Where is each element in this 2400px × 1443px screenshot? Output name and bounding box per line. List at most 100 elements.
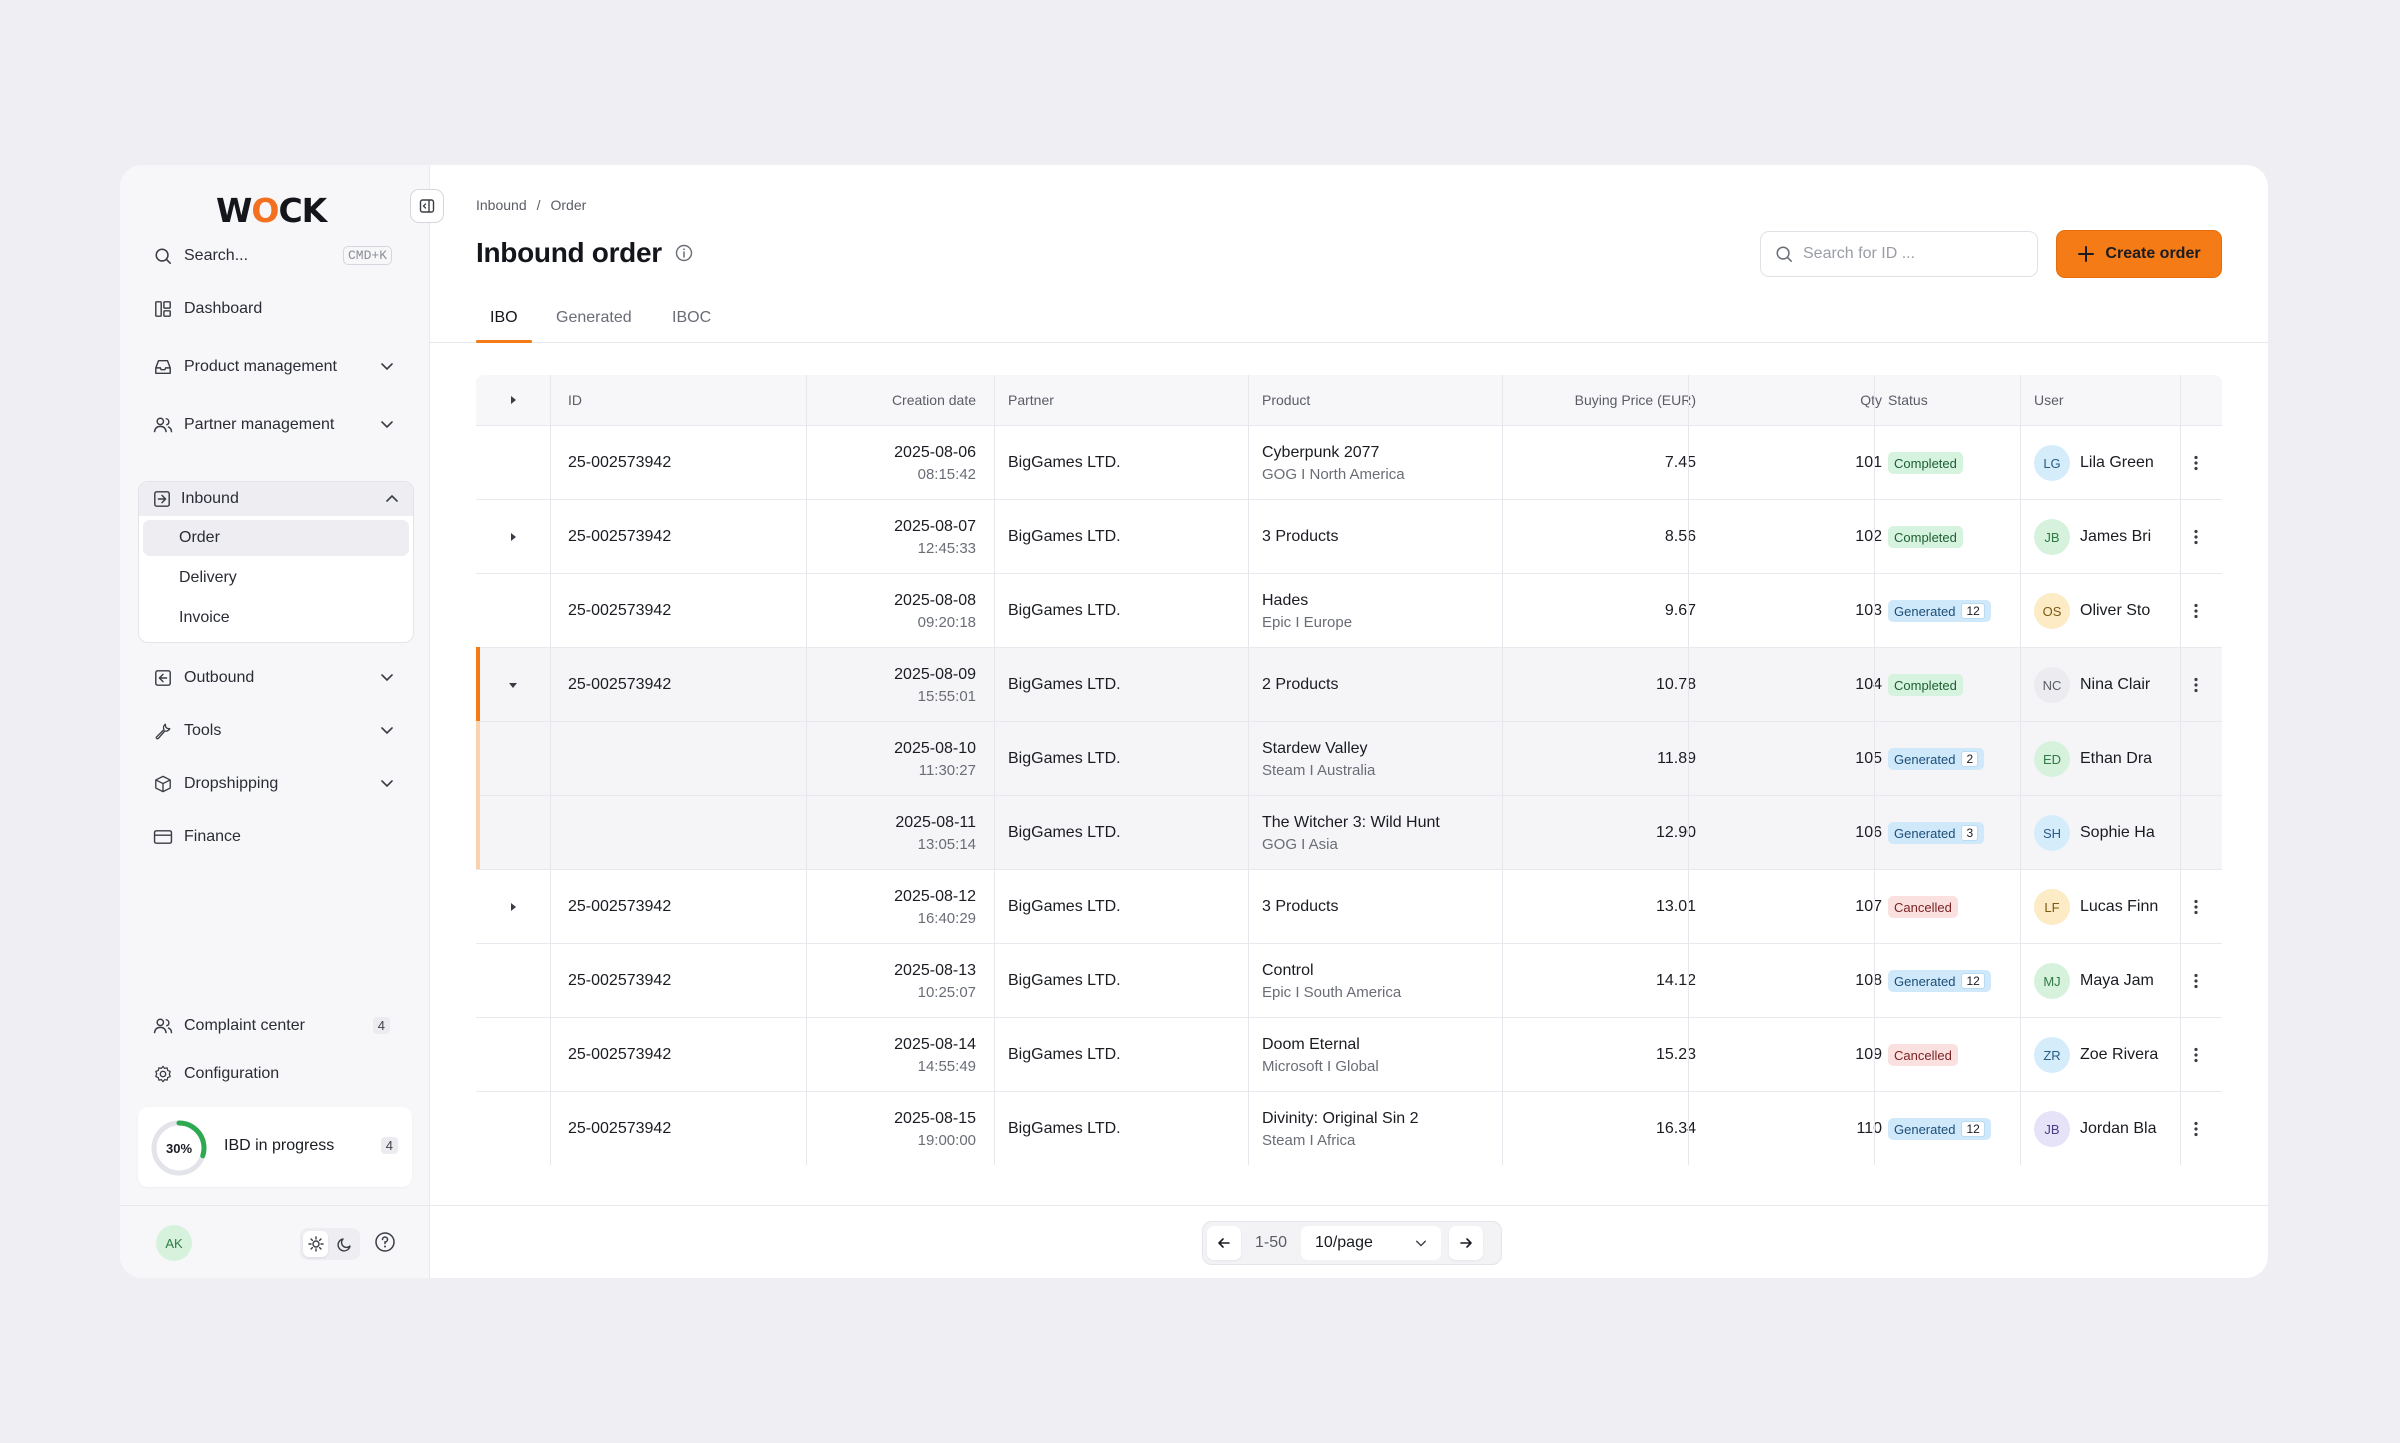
- expand-all-icon[interactable]: [506, 393, 520, 407]
- cell-id[interactable]: 25-002573942: [568, 972, 672, 990]
- table-subrow[interactable]: 2025-08-10 11:30:27 BigGames LTD. Stardew V…: [476, 721, 2222, 795]
- sidebar-item-complaint-center[interactable]: Complaint center 4: [152, 1007, 410, 1045]
- cell-product: Hades Epic I Europe: [1262, 591, 1353, 632]
- cell-buying-price: 9.67: [1664, 602, 1696, 620]
- cell-id[interactable]: 25-002573942: [568, 602, 672, 620]
- sidebar-subitem-order[interactable]: Order: [143, 520, 409, 556]
- cell-id[interactable]: 25-002573942: [568, 1046, 672, 1064]
- sidebar-item-dropshipping[interactable]: Dropshipping: [152, 765, 410, 803]
- cell-id[interactable]: 25-002573942: [568, 676, 672, 694]
- search-input[interactable]: Search for ID ...: [1760, 231, 2038, 277]
- more-actions-icon[interactable]: [2186, 453, 2206, 473]
- next-page-button[interactable]: [1449, 1226, 1484, 1260]
- sidebar-item-finance[interactable]: Finance: [152, 818, 410, 856]
- column-divider: [1248, 375, 1249, 1165]
- column-header-qty[interactable]: Qty: [1860, 392, 1882, 408]
- user-name: Jordan Bla: [2080, 1120, 2157, 1137]
- shortcut-hint: CMD+K: [342, 246, 392, 265]
- sidebar-subitem-delivery[interactable]: Delivery: [179, 569, 237, 586]
- sidebar-search[interactable]: Search... CMD+K: [152, 237, 410, 275]
- avatar: LG: [2034, 445, 2070, 481]
- table-row[interactable]: 25-002573942 2025-08-14 14:55:49 BigGames L…: [476, 1017, 2222, 1091]
- column-divider: [806, 375, 807, 1165]
- chevron-down-icon: [380, 417, 394, 436]
- table-row[interactable]: 25-002573942 2025-08-06 08:15:42 BigGames L…: [476, 425, 2222, 499]
- table-subrow[interactable]: 2025-08-11 13:05:14 BigGames LTD. The Witch…: [476, 795, 2222, 869]
- create-order-label: Create order: [2105, 245, 2201, 262]
- sidebar-item-configuration[interactable]: Configuration: [152, 1055, 410, 1093]
- column-header-partner[interactable]: Partner: [1008, 392, 1054, 408]
- table-row[interactable]: 25-002573942 2025-08-15 19:00:00 BigGames L…: [476, 1091, 2222, 1165]
- status-badge: Completed: [1888, 452, 1963, 474]
- inbound-icon: [151, 488, 173, 510]
- search-icon: [1776, 246, 1792, 262]
- info-icon[interactable]: [674, 243, 694, 263]
- expand-row-icon[interactable]: [506, 530, 520, 544]
- cell-creation-date: 2025-08-10 11:30:27: [894, 739, 976, 780]
- table-row[interactable]: 25-002573942 2025-08-08 09:20:18 BigGames L…: [476, 573, 2222, 647]
- column-header-creation-date[interactable]: Creation date: [891, 392, 976, 408]
- column-header-buying-price[interactable]: Buying Price (EUR): [1574, 392, 1696, 408]
- cell-id[interactable]: 25-002573942: [568, 898, 672, 916]
- collapse-sidebar-button[interactable]: [410, 189, 444, 223]
- more-actions-icon[interactable]: [2186, 1045, 2206, 1065]
- inbound-group: Inbound Order Delivery Invoice: [138, 481, 414, 643]
- sidebar-item-partner-management[interactable]: Partner management: [152, 406, 410, 444]
- cell-status: Generated 3: [1888, 796, 1985, 870]
- tab-ibo[interactable]: IBO: [490, 309, 518, 326]
- column-header-status[interactable]: Status: [1888, 392, 1928, 408]
- page-size-select[interactable]: 10/page: [1301, 1226, 1442, 1260]
- sidebar-item-inbound[interactable]: Inbound: [139, 482, 413, 516]
- more-actions-icon[interactable]: [2186, 897, 2206, 917]
- sidebar-toggle-icon: [419, 199, 435, 213]
- expand-row-icon[interactable]: [506, 900, 520, 914]
- tab-iboc[interactable]: IBOC: [672, 309, 712, 326]
- users-icon: [152, 1015, 174, 1037]
- tab-generated[interactable]: Generated: [556, 309, 632, 326]
- column-header-user[interactable]: User: [2034, 392, 2064, 408]
- cell-id[interactable]: 25-002573942: [568, 454, 672, 472]
- status-badge: Generated 12: [1888, 970, 1991, 992]
- cell-partner: BigGames LTD.: [1008, 1120, 1121, 1138]
- progress-ring: [151, 1120, 207, 1176]
- table-row[interactable]: 25-002573942 2025-08-07 12:45:33 BigGames L…: [476, 499, 2222, 573]
- sidebar-subitem-invoice[interactable]: Invoice: [179, 609, 230, 626]
- sidebar-item-label: Finance: [184, 828, 241, 845]
- table-row[interactable]: 25-002573942 2025-08-09 15:55:01 BigGames L…: [476, 647, 2222, 721]
- create-order-button[interactable]: Create order: [2056, 230, 2222, 278]
- prev-page-button[interactable]: [1207, 1226, 1241, 1260]
- sidebar-item-tools[interactable]: Tools: [152, 712, 410, 750]
- cell-user: MJ Maya Jam: [2034, 944, 2174, 1018]
- more-actions-icon[interactable]: [2186, 971, 2206, 991]
- status-badge: Completed: [1888, 526, 1963, 548]
- more-actions-icon[interactable]: [2186, 1119, 2206, 1139]
- cell-creation-date: 2025-08-13 10:25:07: [894, 961, 976, 1002]
- more-actions-icon[interactable]: [2186, 527, 2206, 547]
- theme-toggle[interactable]: [300, 1228, 360, 1260]
- wrench-icon: [152, 720, 174, 742]
- ibd-progress-card[interactable]: 30% IBD in progress 4: [138, 1107, 412, 1187]
- column-header-id[interactable]: ID: [568, 392, 582, 408]
- cell-id[interactable]: 25-002573942: [568, 528, 672, 546]
- sun-icon[interactable]: [303, 1231, 328, 1257]
- moon-icon[interactable]: [332, 1231, 357, 1257]
- table-row[interactable]: 25-002573942 2025-08-13 10:25:07 BigGames L…: [476, 943, 2222, 1017]
- sidebar-item-label: Tools: [184, 722, 222, 739]
- breadcrumb-inbound[interactable]: Inbound: [476, 197, 527, 213]
- user-name: Ethan Dra: [2080, 750, 2153, 767]
- more-actions-icon[interactable]: [2186, 601, 2206, 621]
- avatar[interactable]: AK: [156, 1225, 192, 1261]
- cell-id[interactable]: 25-002573942: [568, 1120, 672, 1138]
- cell-partner: BigGames LTD.: [1008, 676, 1121, 694]
- sidebar-item-label: Partner management: [184, 416, 335, 433]
- more-actions-icon[interactable]: [2186, 675, 2206, 695]
- column-header-product[interactable]: Product: [1262, 392, 1311, 408]
- collapse-row-icon[interactable]: [506, 678, 520, 692]
- table-row[interactable]: 25-002573942 2025-08-12 16:40:29 BigGames L…: [476, 869, 2222, 943]
- cell-partner: BigGames LTD.: [1008, 528, 1121, 546]
- sidebar-item-outbound[interactable]: Outbound: [152, 659, 410, 697]
- sidebar-item-product-management[interactable]: Product management: [152, 348, 410, 386]
- page-title-text: Inbound order: [476, 237, 662, 268]
- help-icon[interactable]: [374, 1231, 396, 1258]
- sidebar-item-dashboard[interactable]: Dashboard: [152, 290, 410, 328]
